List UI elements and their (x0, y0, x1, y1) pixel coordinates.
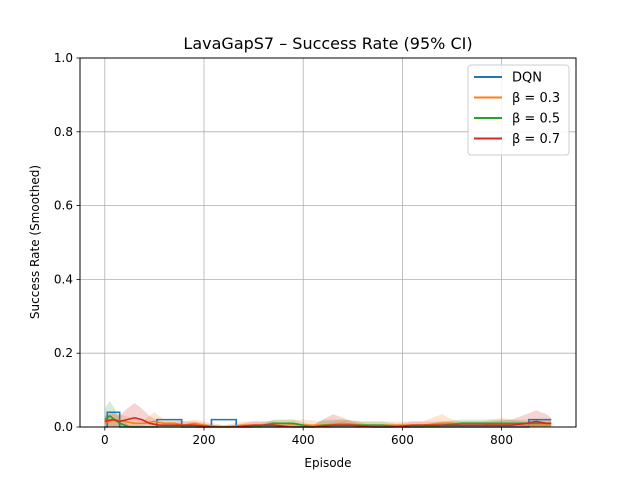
x-tick-label: 200 (193, 433, 216, 447)
x-tick-label: 800 (490, 433, 513, 447)
legend-label: β = 0.3 (512, 91, 560, 106)
y-axis-label: Success Rate (Smoothed) (28, 165, 42, 319)
y-tick-label: 0.0 (54, 420, 73, 434)
axis-ticks: 0 200 400 600 800 0.0 0.2 0.4 0.6 0.8 1.0 (54, 51, 513, 447)
y-tick-label: 1.0 (54, 51, 73, 65)
legend-label: β = 0.5 (512, 112, 560, 127)
x-tick-label: 400 (292, 433, 315, 447)
legend: DQN β = 0.3 β = 0.5 β = 0.7 (467, 64, 570, 156)
y-tick-label: 0.6 (54, 199, 73, 213)
x-tick-label: 600 (391, 433, 414, 447)
y-tick-label: 0.2 (54, 346, 73, 360)
legend-box (467, 64, 570, 156)
y-tick-label: 0.4 (54, 272, 73, 286)
x-tick-label: 0 (101, 433, 109, 447)
x-axis-label: Episode (304, 456, 351, 470)
chart-title: LavaGapS7 – Success Rate (95% CI) (183, 34, 472, 53)
y-tick-label: 0.8 (54, 125, 73, 139)
legend-label: DQN (512, 71, 542, 86)
legend-label: β = 0.7 (512, 132, 560, 147)
plot-frame (79, 57, 577, 428)
